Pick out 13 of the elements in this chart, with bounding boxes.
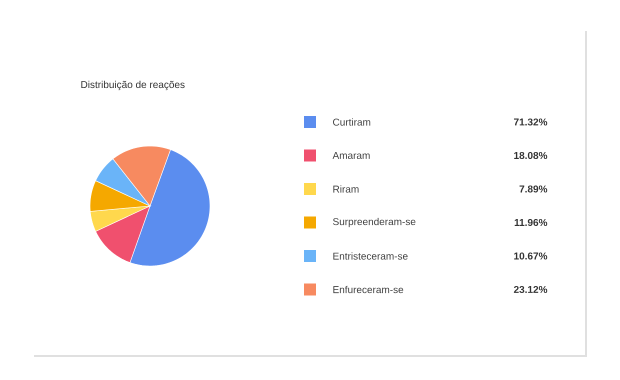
data-label: 10.67% bbox=[514, 252, 548, 260]
data-label: 11.96% bbox=[514, 218, 548, 226]
legend-label: Curtiram bbox=[333, 118, 370, 126]
legend-label: Enfureceram-se bbox=[333, 286, 404, 294]
legend-label: Riram bbox=[333, 185, 359, 193]
data-label: 71.32% bbox=[514, 118, 548, 126]
data-label: 23.12% bbox=[514, 286, 548, 294]
data-label: 18.08% bbox=[514, 152, 548, 160]
legend-label: Entristeceram-se bbox=[333, 252, 408, 260]
chart-title: Distribuição de reações bbox=[81, 80, 185, 90]
legend-label: Surpreenderam-se bbox=[332, 218, 416, 228]
legend-label: Amaram bbox=[332, 152, 370, 159]
data-label: 7.89% bbox=[520, 185, 548, 193]
